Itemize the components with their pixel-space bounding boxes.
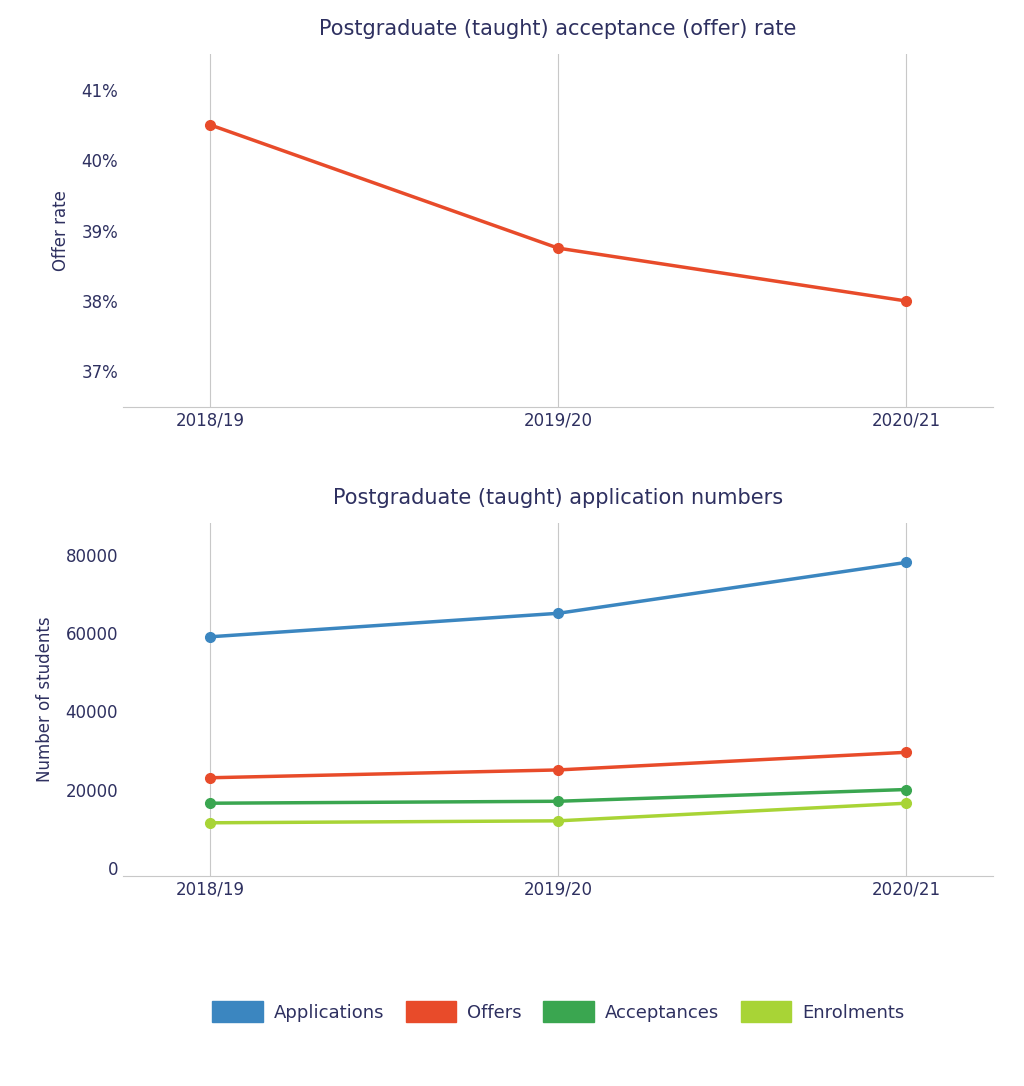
Offers — [552, 763, 564, 776]
Acceptances — [552, 795, 564, 808]
Enrolments — [552, 814, 564, 828]
Line: Applications: Applications — [205, 557, 911, 642]
Line: Enrolments: Enrolments — [205, 798, 911, 828]
Offers — [900, 746, 912, 759]
Legend: Applications, Offers, Acceptances, Enrolments: Applications, Offers, Acceptances, Enrol… — [212, 1001, 904, 1022]
Acceptances — [204, 797, 216, 810]
Applications — [552, 607, 564, 620]
Offers — [204, 771, 216, 784]
Enrolments — [900, 797, 912, 810]
Applications — [900, 556, 912, 569]
Title: Postgraduate (taught) application numbers: Postgraduate (taught) application number… — [333, 488, 783, 508]
Line: Acceptances: Acceptances — [205, 785, 911, 808]
Title: Postgraduate (taught) acceptance (offer) rate: Postgraduate (taught) acceptance (offer)… — [319, 18, 797, 39]
Y-axis label: Number of students: Number of students — [36, 617, 54, 782]
Acceptances — [900, 783, 912, 796]
Applications — [204, 630, 216, 643]
Enrolments — [204, 817, 216, 830]
Y-axis label: Offer rate: Offer rate — [52, 190, 71, 270]
Line: Offers: Offers — [205, 747, 911, 783]
